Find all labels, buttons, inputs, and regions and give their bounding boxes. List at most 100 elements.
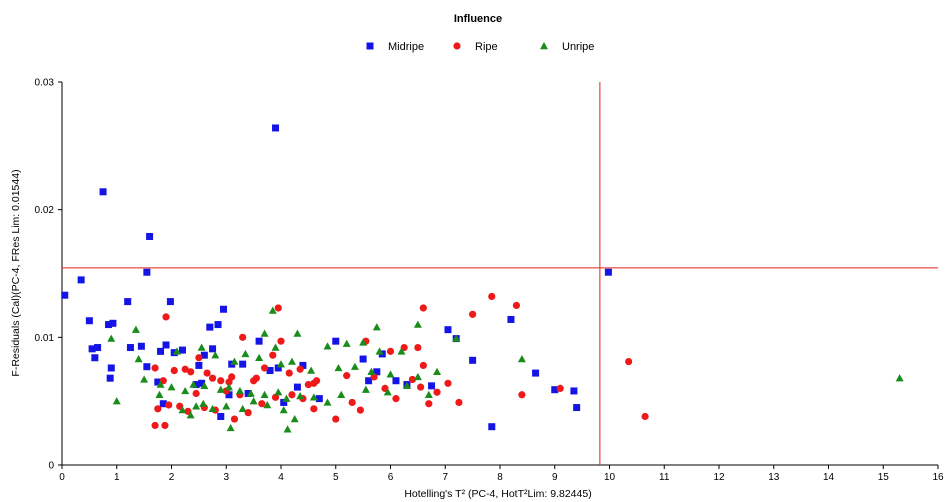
- data-point-ripe: [260, 364, 269, 372]
- data-point-ripe: [469, 310, 477, 318]
- legend-label-unripe: Unripe: [562, 41, 594, 53]
- data-point-ripe: [244, 409, 252, 417]
- data-point-midripe: [109, 319, 117, 327]
- data-point-midripe: [217, 412, 225, 420]
- y-tick-label: 0: [48, 461, 54, 472]
- data-point-unripe: [397, 347, 406, 355]
- data-point-ripe: [285, 369, 293, 377]
- data-point-midripe: [444, 326, 452, 334]
- data-point-unripe: [277, 360, 285, 368]
- data-point-unripe: [155, 390, 164, 398]
- legend-marker-ripe: [453, 42, 461, 50]
- data-point-ripe: [556, 384, 564, 392]
- data-point-unripe: [197, 343, 206, 351]
- x-tick-label: 7: [442, 472, 448, 483]
- data-point-ripe: [488, 292, 496, 301]
- data-point-unripe: [224, 383, 233, 391]
- data-point-ripe: [225, 378, 233, 386]
- data-point-unripe: [192, 402, 201, 410]
- data-point-midripe: [178, 346, 186, 354]
- data-point-unripe: [211, 351, 220, 359]
- data-point-ripe: [151, 421, 159, 430]
- data-point-ripe: [277, 337, 285, 345]
- data-point-midripe: [315, 395, 323, 403]
- data-point-ripe: [641, 412, 649, 421]
- data-point-unripe: [517, 355, 526, 363]
- data-point-midripe: [99, 188, 107, 196]
- data-point-midripe: [392, 377, 400, 385]
- data-point-ripe: [625, 357, 633, 366]
- legend-item-midripe: Midripe: [366, 41, 424, 53]
- data-point-unripe: [235, 386, 244, 395]
- data-point-midripe: [91, 354, 99, 362]
- data-point-midripe: [428, 382, 436, 390]
- data-point-unripe: [131, 325, 140, 333]
- data-point-midripe: [154, 378, 162, 386]
- data-point-ripe: [187, 368, 195, 376]
- data-point-midripe: [206, 323, 214, 331]
- data-point-unripe: [178, 406, 187, 414]
- data-point-unripe: [290, 415, 299, 423]
- data-point-midripe: [214, 321, 222, 329]
- data-point-midripe: [332, 337, 340, 345]
- data-point-unripe: [140, 375, 149, 383]
- x-tick-label: 9: [552, 472, 558, 483]
- data-point-midripe: [280, 398, 288, 406]
- data-point-ripe: [414, 343, 422, 352]
- data-point-midripe: [293, 383, 301, 391]
- data-point-unripe: [156, 380, 165, 388]
- data-point-ripe: [269, 351, 277, 359]
- data-point-midripe: [507, 315, 515, 323]
- legend-marker-midripe: [366, 42, 374, 50]
- data-point-ripe: [154, 405, 162, 413]
- data-point-midripe: [146, 232, 154, 240]
- x-tick-label: 0: [59, 472, 65, 483]
- data-point-midripe: [272, 124, 280, 132]
- data-point-unripe: [230, 357, 239, 365]
- x-tick-label: 2: [169, 472, 175, 483]
- data-point-ripe: [310, 405, 318, 413]
- y-axis-title: F-Residuals (Cal)(PC-4, FRes Lim: 0.0154…: [10, 169, 22, 376]
- data-point-ripe: [518, 391, 526, 399]
- data-point-unripe: [287, 357, 296, 365]
- data-point-unripe: [260, 329, 269, 337]
- data-point-unripe: [386, 370, 395, 378]
- data-point-ripe: [356, 406, 364, 414]
- data-point-unripe: [263, 400, 272, 409]
- data-point-midripe: [162, 341, 170, 349]
- x-tick-label: 14: [823, 472, 835, 483]
- chart-title: Influence: [454, 13, 502, 25]
- data-point-unripe: [361, 385, 370, 393]
- data-point-midripe: [195, 361, 203, 369]
- x-tick-label: 8: [497, 472, 503, 483]
- data-point-midripe: [198, 379, 206, 387]
- data-point-midripe: [220, 305, 228, 313]
- data-point-unripe: [334, 363, 343, 372]
- data-point-midripe: [570, 387, 578, 395]
- data-point-ripe: [304, 380, 312, 389]
- x-tick-label: 3: [223, 472, 229, 483]
- data-point-unripe: [199, 399, 208, 407]
- data-point-midripe: [225, 391, 233, 399]
- data-point-midripe: [157, 347, 165, 355]
- data-point-unripe: [241, 349, 250, 358]
- data-point-unripe: [337, 390, 346, 398]
- data-point-unripe: [413, 320, 422, 328]
- data-point-unripe: [134, 355, 143, 363]
- data-point-midripe: [604, 268, 612, 276]
- data-point-midripe: [239, 360, 247, 368]
- x-tick-label: 1: [114, 472, 120, 483]
- x-tick-label: 6: [388, 472, 394, 483]
- data-point-ripe: [165, 401, 173, 409]
- legend-marker-unripe: [540, 42, 548, 50]
- data-point-midripe: [200, 351, 208, 359]
- data-point-ripe: [288, 391, 296, 399]
- data-point-ripe: [217, 377, 225, 385]
- data-point-ripe: [455, 398, 463, 407]
- data-point-midripe: [209, 345, 217, 353]
- data-point-midripe: [488, 423, 496, 431]
- data-point-midripe: [124, 298, 132, 306]
- series-midripe: [61, 124, 612, 431]
- x-tick-label: 13: [768, 472, 780, 483]
